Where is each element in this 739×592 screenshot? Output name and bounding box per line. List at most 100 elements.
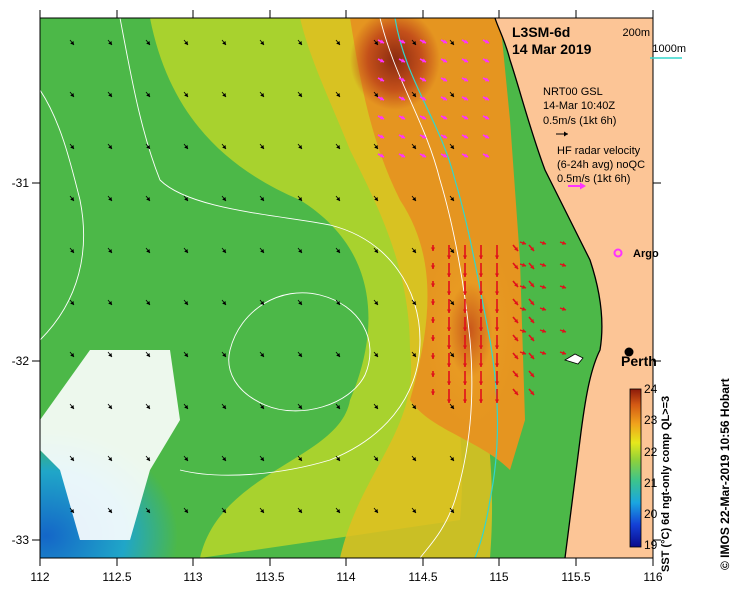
radar-arrow-north-head xyxy=(463,134,468,139)
wind-arrow-head xyxy=(412,196,416,201)
radar-arrow-south-head xyxy=(514,372,518,377)
wind-arrow-head xyxy=(146,300,150,305)
wind-arrow-head xyxy=(260,248,264,253)
radar-arrow-south-head xyxy=(530,282,534,287)
rottnest-island xyxy=(564,353,584,365)
wind-arrow-head xyxy=(450,248,454,253)
radar-arrow-south-head xyxy=(514,354,518,359)
x-tick-label: 113.5 xyxy=(255,570,284,584)
wind-arrow-head xyxy=(336,404,340,409)
radar-arrow-shelf-head xyxy=(562,328,566,333)
wind-arrow-head xyxy=(412,352,416,357)
product-title: L3SM-6d xyxy=(512,24,570,40)
wind-legend-scale: 0.5m/s (1kt 6h) xyxy=(543,115,616,127)
colorbar-tick-label: 24 xyxy=(644,382,658,396)
wind-arrow-head xyxy=(184,196,188,201)
wind-arrow-head xyxy=(70,300,74,305)
wind-arrow-head xyxy=(70,352,74,357)
sst-eddy-core xyxy=(425,235,515,425)
radar-arrow-north-head xyxy=(400,39,405,44)
radar-arrow-shelf-head xyxy=(522,306,526,311)
wind-arrow-head xyxy=(108,300,112,305)
wind-arrow-head xyxy=(374,508,378,513)
wind-arrow-head xyxy=(260,92,264,97)
radar-arrow-north-head xyxy=(421,115,426,120)
radar-arrow-south-head xyxy=(494,291,500,295)
radar-arrow-north-head xyxy=(400,153,405,158)
wind-arrow-head xyxy=(184,456,188,461)
wind-arrow-head xyxy=(70,456,74,461)
wind-arrow-head xyxy=(70,40,74,45)
y-axis: -31 -32 -33 xyxy=(12,176,661,547)
radar-arrow-north-head xyxy=(421,77,426,82)
radar-arrow-south-head xyxy=(430,391,436,395)
radar-arrow-south-head xyxy=(514,318,518,323)
radar-arrow-south-head xyxy=(462,273,468,277)
radar-arrow-shelf-head xyxy=(562,306,566,311)
wind-arrow-head xyxy=(108,144,112,149)
isobath-label-1000m: 1000m xyxy=(652,43,686,55)
wind-arrow-head xyxy=(260,196,264,201)
wind-arrow-head xyxy=(108,40,112,45)
wind-arrow-head xyxy=(298,300,302,305)
wind-arrow-head xyxy=(260,456,264,461)
radar-legend-title: HF radar velocity xyxy=(557,145,641,157)
colorbar-label: SST (°C) 6d ngt-only comp QL>=3 xyxy=(660,396,672,572)
wind-arrow-head xyxy=(412,92,416,97)
x-tick-label: 113 xyxy=(183,570,202,584)
radar-arrow-north-head xyxy=(421,134,426,139)
wind-arrow-head xyxy=(298,144,302,149)
radar-arrow-south-head xyxy=(530,336,534,341)
y-tick-label: -33 xyxy=(12,533,30,547)
radar-arrow-south-head xyxy=(446,399,452,403)
wind-arrow-head xyxy=(298,508,302,513)
wind-arrow-head xyxy=(108,456,112,461)
colorbar-tick-label: 21 xyxy=(644,476,658,490)
radar-arrow-south-head xyxy=(530,246,534,251)
y-tick-label: -32 xyxy=(12,354,30,368)
radar-arrow-north-head xyxy=(442,134,447,139)
wind-arrow-head xyxy=(412,40,416,45)
radar-arrow-south-head xyxy=(430,247,436,251)
radar-arrow-south-head xyxy=(462,309,468,313)
radar-arrow-south-head xyxy=(430,319,436,323)
radar-arrow-shelf-head xyxy=(522,328,526,333)
radar-arrow-north-head xyxy=(400,115,405,120)
radar-arrow-shelf-head xyxy=(542,284,546,289)
radar-arrow-south-head xyxy=(494,273,500,277)
radar-arrow-south-head xyxy=(462,327,468,331)
radar-arrow-north-head xyxy=(379,115,384,120)
wind-arrow-head xyxy=(336,352,340,357)
radar-arrow-south-head xyxy=(514,282,518,287)
radar-arrow-north-head xyxy=(379,77,384,82)
radar-arrow-south-head xyxy=(446,345,452,349)
radar-legend-arrowhead xyxy=(580,182,586,190)
radar-arrow-south-head xyxy=(514,336,518,341)
radar-arrow-south-head xyxy=(446,291,452,295)
wind-arrow-head xyxy=(108,352,112,357)
y-tick-label: -31 xyxy=(12,176,30,190)
radar-arrow-south-head xyxy=(530,390,534,395)
x-tick-label: 115 xyxy=(489,570,508,584)
wind-arrow-head xyxy=(184,144,188,149)
radar-arrow-north-head xyxy=(400,96,405,101)
radar-arrow-north-head xyxy=(421,96,426,101)
contour-west xyxy=(40,89,85,341)
radar-arrow-north-head xyxy=(484,115,489,120)
radar-arrow-south-head xyxy=(494,255,500,259)
radar-arrow-north-head xyxy=(463,115,468,120)
wind-arrow-head xyxy=(260,144,264,149)
sst-field xyxy=(40,18,653,558)
wind-arrow-head xyxy=(146,144,150,149)
radar-arrow-shelf-head xyxy=(522,350,526,355)
wind-arrow-head xyxy=(184,352,188,357)
radar-arrow-north-head xyxy=(421,153,426,158)
radar-arrow-north-head xyxy=(421,58,426,63)
wind-arrow-head xyxy=(70,508,74,513)
wind-arrow-head xyxy=(70,404,74,409)
radar-arrow-north-head xyxy=(442,115,447,120)
wind-arrow-head xyxy=(298,352,302,357)
radar-arrow-north-head xyxy=(442,39,447,44)
hf-radar-arrows xyxy=(377,39,567,403)
